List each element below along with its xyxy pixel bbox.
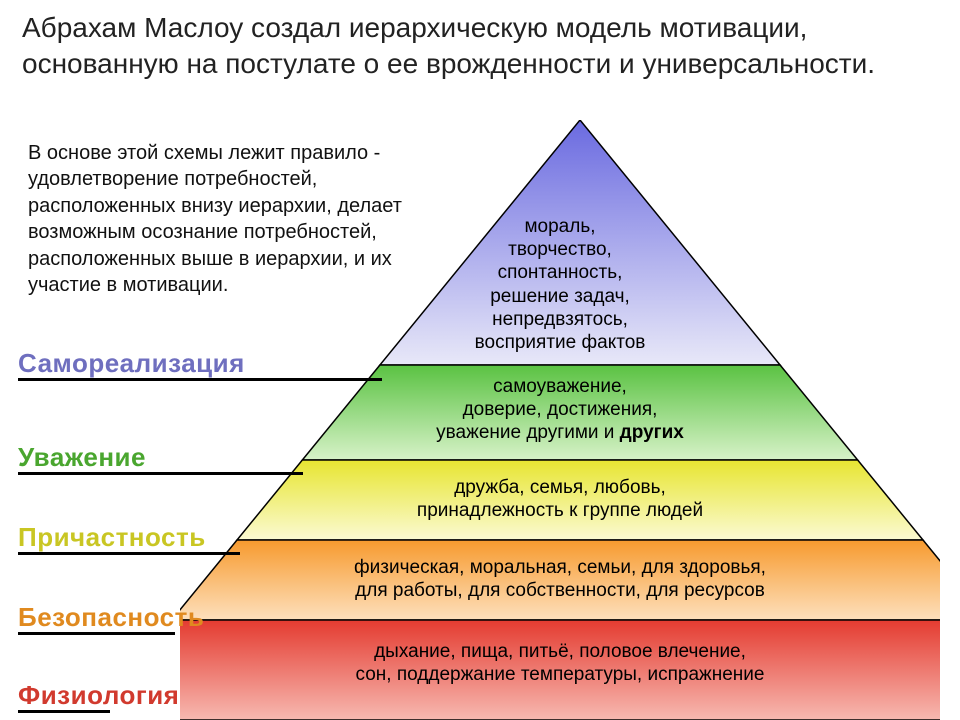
category-rule <box>18 552 240 555</box>
category-label: Причастность <box>18 522 206 553</box>
category-rule <box>18 472 303 475</box>
category-rule <box>18 632 175 635</box>
page: Абрахам Маслоу создал иерархическую моде… <box>0 0 960 720</box>
category-rule <box>18 710 110 713</box>
page-title: Абрахам Маслоу создал иерархическую моде… <box>22 10 940 82</box>
pyramid-level-text-safety: физическая, моральная, семьи, для здоров… <box>180 556 940 602</box>
pyramid-level-text-belonging: дружба, семья, любовь,принадлежность к г… <box>180 476 940 522</box>
maslow-pyramid: мораль,творчество,спонтанность,решение з… <box>180 120 940 720</box>
pyramid-level-text-self-actualization: мораль,творчество,спонтанность,решение з… <box>180 215 940 354</box>
category-label: Физиология <box>18 680 179 711</box>
category-label: Безопасность <box>18 602 204 633</box>
pyramid-level-text-physiology: дыхание, пища, питьё, половое влечение,с… <box>180 640 940 686</box>
category-label: Самореализация <box>18 348 245 379</box>
category-rule <box>18 378 382 381</box>
category-label: Уважение <box>18 442 146 473</box>
pyramid-level-text-esteem: самоуважение,доверие, достижения,уважени… <box>180 375 940 445</box>
